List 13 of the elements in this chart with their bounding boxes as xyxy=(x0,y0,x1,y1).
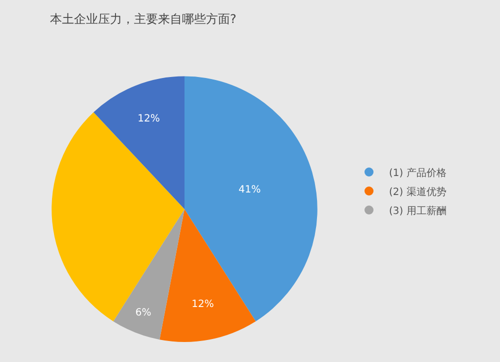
pie-slice xyxy=(160,209,256,342)
pie-slice xyxy=(113,209,184,340)
legend-label: (1) 产品价格 xyxy=(389,166,446,179)
pie-slice xyxy=(52,112,184,322)
pie-slice xyxy=(94,76,184,210)
legend-label: (2) 渠道优势 xyxy=(389,186,446,198)
data-label: 6% xyxy=(135,308,152,319)
legend-label: (3) 用工薪酬 xyxy=(389,204,446,217)
pie-slice xyxy=(184,76,318,322)
data-label: 12% xyxy=(138,113,160,124)
chart-title: 本土企业压力，主要来自哪些方面? xyxy=(50,12,236,26)
data-label: 41% xyxy=(238,184,261,196)
data-label: 12% xyxy=(192,299,214,310)
